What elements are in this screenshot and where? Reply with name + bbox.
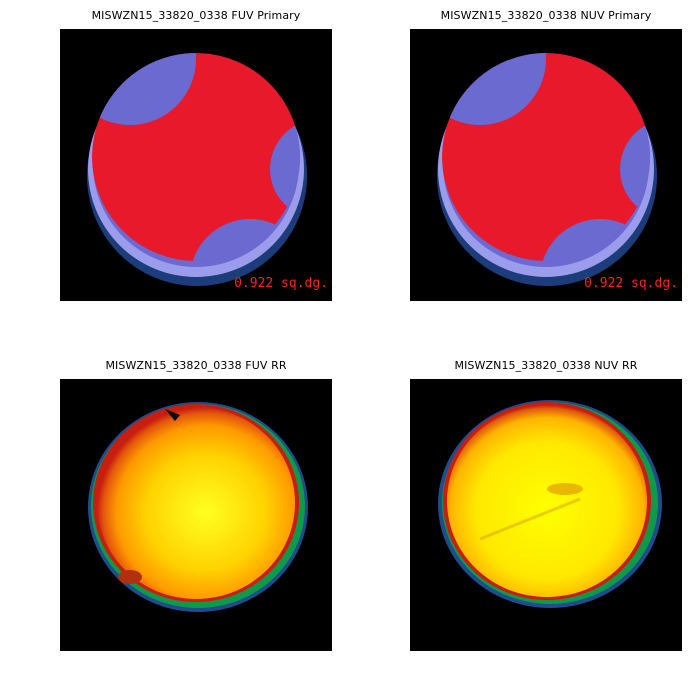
nuv-primary-image: 0.922 sq.dg. [410,29,682,301]
fuv-rr-title: MISWZN15_33820_0338 FUV RR [105,359,287,372]
fuv-rr-image [60,379,332,651]
rr-disk [447,405,647,597]
nuv-primary-title: MISWZN15_33820_0338 NUV Primary [440,9,652,22]
rr-streak [479,497,581,541]
fuv-primary-image: 0.922 sq.dg. [60,29,332,301]
fuv-primary-title: MISWZN15_33820_0338 FUV Primary [91,9,301,22]
nuv-area-label: 0.922 sq.dg. [584,276,678,291]
rr-dark-spot [118,570,142,584]
rr-smudge [547,483,583,495]
nuv-rr-title: MISWZN15_33820_0338 NUV RR [454,359,638,372]
nuv-rr-image [410,379,682,651]
rr-disk [97,407,295,599]
rr-notch [165,409,180,421]
fuv-area-label: 0.922 sq.dg. [234,276,328,291]
